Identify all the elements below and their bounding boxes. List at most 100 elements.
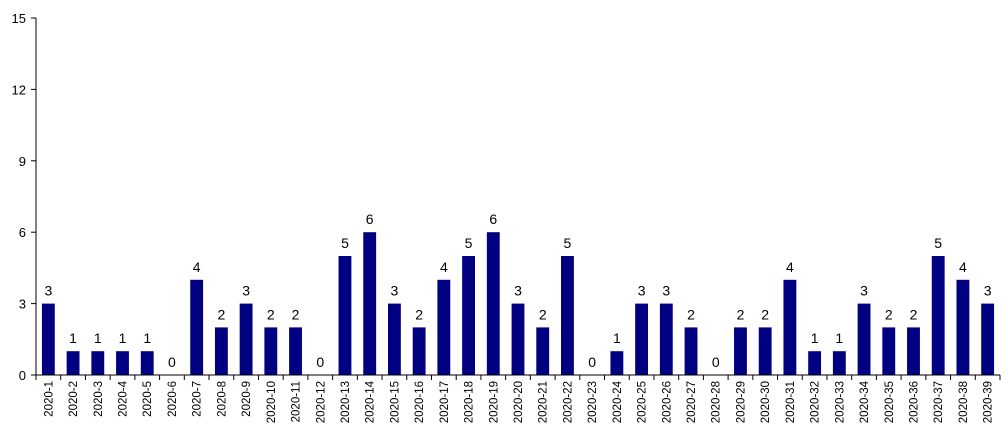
bar-value-label: 3 [44, 283, 52, 299]
x-category-label: 2020-31 [785, 381, 797, 423]
x-category-label: 2020-7 [192, 381, 204, 417]
bar [462, 256, 475, 375]
x-category-label: 2020-1 [43, 381, 55, 417]
bar-value-label: 2 [539, 306, 547, 322]
x-axis: 2020-1 2020-2 2020-3 2020-4 2020-5 2020-6 2020… [35, 374, 1001, 423]
bar-value-label: 2 [885, 306, 893, 322]
bar-value-label: 0 [316, 354, 324, 370]
bar-value-label: 2 [761, 306, 769, 322]
bar [931, 256, 945, 375]
y-axis: 0 3 6 9 12 15 [12, 11, 37, 383]
bar-value-label: 4 [786, 259, 794, 275]
bar-value-label: 2 [687, 306, 695, 322]
x-category-label: 2020-32 [810, 381, 822, 423]
bar-value-label: 2 [292, 306, 300, 322]
bar [214, 327, 228, 375]
bar [91, 351, 105, 375]
x-category-label: 2020-15 [389, 381, 401, 423]
bar-value-label: 3 [984, 283, 992, 299]
bar-value-label: 3 [860, 283, 868, 299]
x-category-label: 2020-4 [118, 380, 130, 416]
bar [437, 279, 451, 375]
bar-value-label: 3 [391, 283, 399, 299]
bar-value-label: 1 [119, 330, 127, 346]
bar-value-label: 5 [341, 235, 349, 251]
bar [684, 327, 698, 375]
y-tick-label: 3 [19, 297, 26, 312]
x-category-label: 2020-34 [859, 380, 871, 423]
x-category-label: 2020-2 [68, 381, 80, 417]
bar [412, 327, 426, 375]
y-tick-label: 9 [19, 154, 26, 169]
bar-value-label: 4 [440, 259, 448, 275]
bar [832, 351, 846, 375]
y-tick-label: 0 [19, 368, 26, 383]
bar-value-label: 1 [613, 330, 621, 346]
bar [511, 303, 525, 375]
x-category-label: 2020-8 [216, 381, 228, 417]
bar-value-label: 2 [267, 306, 275, 322]
bar [808, 351, 822, 375]
bar-value-label: 4 [193, 259, 201, 275]
x-category-label: 2020-3 [93, 381, 105, 417]
bar [289, 327, 302, 375]
x-category-label: 2020-27 [686, 381, 698, 423]
x-category-label: 2020-13 [340, 381, 352, 423]
bar-value-label: 0 [168, 354, 176, 370]
x-category-label: 2020-35 [884, 381, 896, 423]
x-category-label: 2020-9 [241, 381, 253, 417]
bar-value-label: 2 [910, 306, 918, 322]
x-category-label: 2020-30 [760, 381, 772, 423]
bars [41, 232, 995, 375]
bar-value-label: 2 [737, 306, 745, 322]
x-category-label: 2020-10 [266, 381, 278, 423]
bar [264, 327, 278, 375]
bar [363, 232, 377, 375]
bar [882, 327, 896, 375]
x-category-label: 2020-20 [513, 381, 525, 423]
bar [635, 303, 649, 375]
x-category-label: 2020-12 [315, 381, 327, 423]
bar [981, 303, 995, 375]
bar-value-label: 0 [588, 354, 596, 370]
x-category-label: 2020-37 [933, 381, 945, 423]
bar [140, 351, 154, 375]
x-category-label: 2020-26 [661, 381, 673, 423]
x-category-label: 2020-17 [439, 381, 451, 423]
bar-value-label: 2 [415, 306, 423, 322]
x-category-label: 2020-39 [983, 381, 995, 423]
bar [387, 303, 401, 375]
bar [758, 327, 772, 375]
bar [116, 351, 129, 375]
bar-value-label: 3 [242, 283, 250, 299]
bar [41, 303, 55, 375]
x-category-label: 2020-21 [538, 381, 550, 423]
bar-value-label: 3 [638, 283, 646, 299]
x-category-label: 2020-11 [291, 381, 303, 422]
x-category-label: 2020-14 [365, 380, 377, 423]
bar-value-label: 5 [934, 235, 942, 251]
x-category-label: 2020-16 [414, 381, 426, 423]
bar-value-label: 5 [564, 235, 572, 251]
x-category-label: 2020-18 [464, 381, 476, 423]
bar-value-label: 5 [465, 235, 473, 251]
y-tick-label: 15 [12, 11, 26, 26]
bar [239, 303, 253, 375]
bar-value-label: 6 [489, 211, 497, 227]
bar [610, 351, 624, 375]
bar-value-label: 1 [94, 330, 102, 346]
bar [907, 327, 920, 375]
bar [956, 279, 970, 375]
x-category-label: 2020-6 [167, 381, 179, 417]
bar [783, 279, 797, 375]
bar-value-label: 6 [366, 211, 374, 227]
bar [190, 279, 204, 375]
bar-value-label: 2 [217, 306, 225, 322]
bar-value-label: 3 [662, 283, 670, 299]
bar [659, 303, 673, 375]
x-category-label: 2020-33 [834, 381, 846, 423]
x-category-label: 2020-19 [488, 381, 500, 423]
x-category-label: 2020-36 [908, 381, 920, 423]
